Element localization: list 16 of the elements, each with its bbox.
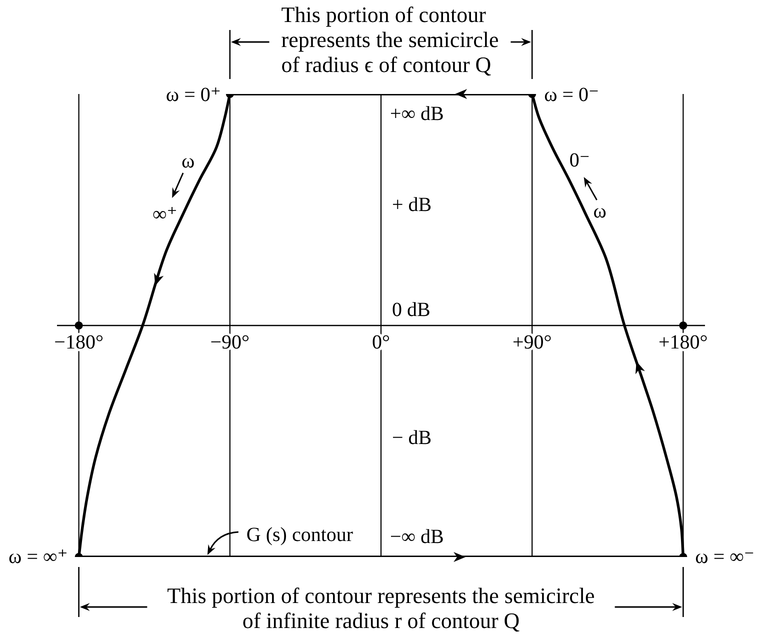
annotation: −∞ dB bbox=[390, 526, 444, 548]
annotation: − dB bbox=[392, 427, 432, 450]
annotation: ω = ∞⁻ bbox=[695, 546, 754, 568]
annotation: + dB bbox=[392, 194, 432, 216]
annotation: ω = ∞⁺ bbox=[8, 546, 68, 568]
annotation: 0⁻ bbox=[569, 149, 590, 172]
annotation: This portion of contour represents the semicircle of radius ϵ of contour Q bbox=[281, 2, 499, 77]
annotation: +∞ dB bbox=[390, 103, 444, 125]
annotation: ω bbox=[593, 200, 606, 222]
annotation: 0 dB bbox=[392, 298, 430, 321]
annotation: ω = 0⁺ bbox=[166, 84, 221, 106]
annotation: ω bbox=[182, 150, 195, 172]
annotation: This portion of contour represents the semicircle of infinite radius r of contour Q bbox=[167, 583, 595, 633]
annotation: ∞⁺ bbox=[152, 203, 178, 226]
annotation: ω = 0⁻ bbox=[544, 84, 600, 106]
annotation: G (s) contour bbox=[246, 524, 354, 546]
